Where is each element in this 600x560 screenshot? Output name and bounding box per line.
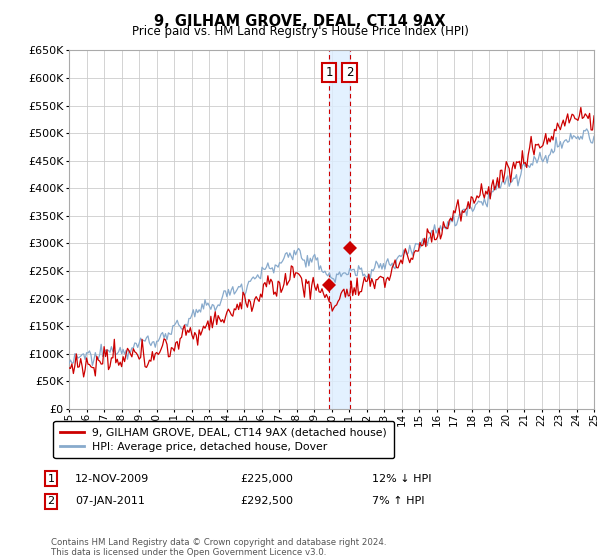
Text: 07-JAN-2011: 07-JAN-2011 — [75, 496, 145, 506]
Text: £292,500: £292,500 — [240, 496, 293, 506]
Bar — [329, 50, 350, 409]
Text: 9, GILHAM GROVE, DEAL, CT14 9AX: 9, GILHAM GROVE, DEAL, CT14 9AX — [154, 14, 446, 29]
Text: 1: 1 — [47, 474, 55, 484]
Text: 1: 1 — [325, 66, 333, 79]
Text: 12-NOV-2009: 12-NOV-2009 — [75, 474, 149, 484]
Text: £225,000: £225,000 — [240, 474, 293, 484]
Text: 12% ↓ HPI: 12% ↓ HPI — [372, 474, 431, 484]
Text: Contains HM Land Registry data © Crown copyright and database right 2024.
This d: Contains HM Land Registry data © Crown c… — [51, 538, 386, 557]
Text: 2: 2 — [47, 496, 55, 506]
Legend: 9, GILHAM GROVE, DEAL, CT14 9AX (detached house), HPI: Average price, detached h: 9, GILHAM GROVE, DEAL, CT14 9AX (detache… — [53, 421, 394, 458]
Text: 7% ↑ HPI: 7% ↑ HPI — [372, 496, 425, 506]
Text: 2: 2 — [346, 66, 353, 79]
Text: Price paid vs. HM Land Registry's House Price Index (HPI): Price paid vs. HM Land Registry's House … — [131, 25, 469, 38]
